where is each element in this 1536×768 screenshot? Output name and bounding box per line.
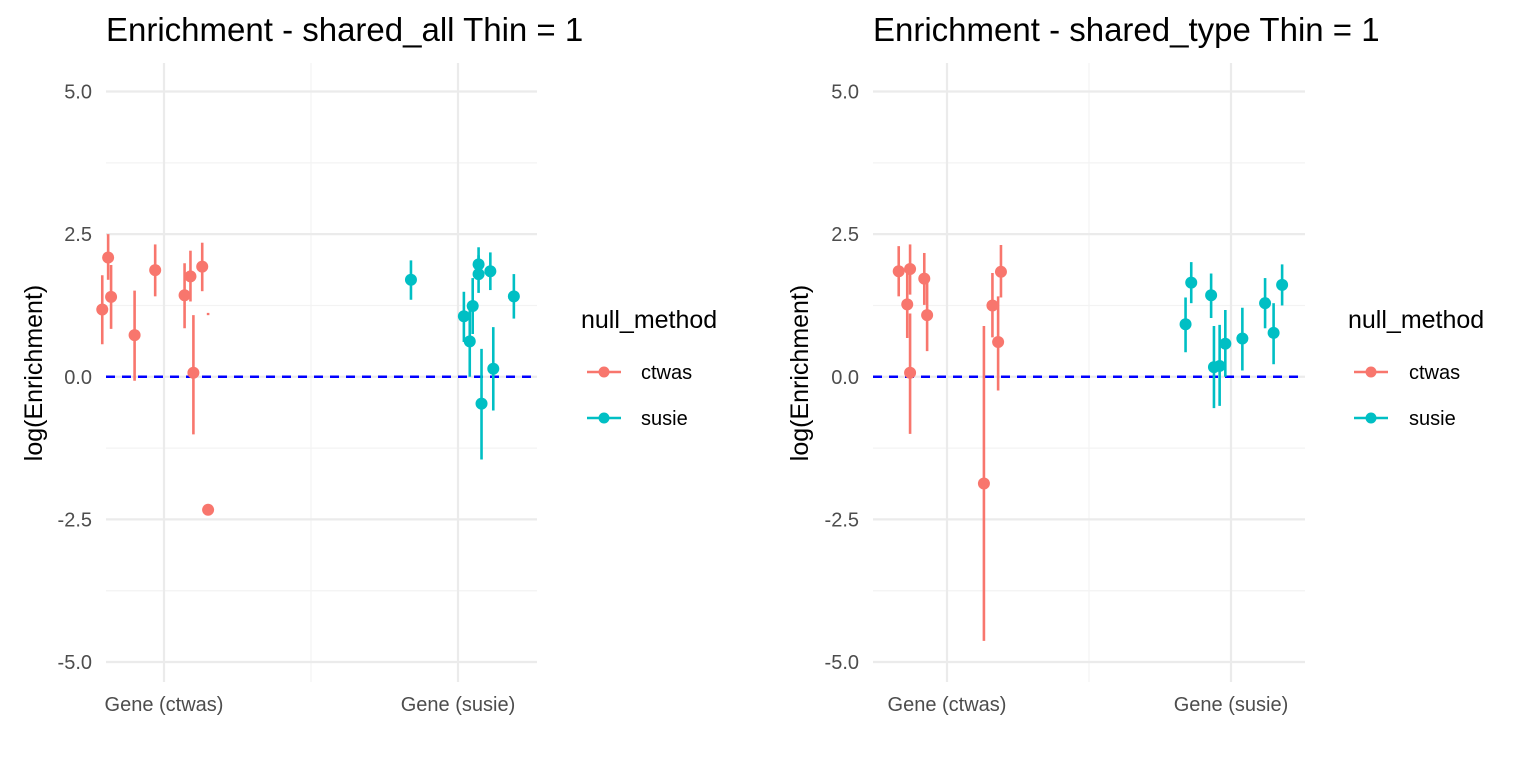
data-point-susie	[466, 300, 479, 313]
x-tick-label: Gene (susie)	[1174, 694, 1289, 716]
y-tick-label: 5.0	[64, 82, 92, 104]
plot-grid	[106, 63, 537, 682]
legend-key-point-susie	[1365, 412, 1377, 424]
data-point-susie	[1236, 332, 1249, 345]
y-tick-label: 2.5	[64, 224, 92, 246]
legend-key-point-ctwas	[598, 366, 610, 378]
data-point-susie	[507, 290, 520, 303]
data-point-ctwas	[904, 262, 917, 275]
data-point-susie	[1179, 318, 1192, 331]
legend-left: null_method ctwas susie	[581, 306, 717, 430]
data-point-ctwas	[149, 264, 162, 277]
y-tick-label: -5.0	[825, 652, 859, 674]
data-point-susie	[1259, 297, 1272, 310]
data-point-ctwas	[184, 270, 197, 283]
legend-item-susie: susie	[587, 408, 688, 430]
y-axis-title: log(Enrichment)	[20, 285, 48, 461]
data-point-ctwas	[918, 272, 931, 285]
legend-title: null_method	[581, 306, 717, 334]
y-tick-label: 5.0	[831, 82, 859, 104]
legend-key-point-ctwas	[1365, 366, 1377, 378]
legend-title: null_method	[1348, 306, 1484, 334]
chart-title: Enrichment - shared_all Thin = 1	[106, 11, 583, 48]
data-point-susie	[463, 335, 476, 348]
x-tick-label: Gene (ctwas)	[888, 694, 1007, 716]
data-point-ctwas	[105, 290, 118, 303]
legend-right: null_method ctwas susie	[1348, 306, 1484, 430]
data-point-ctwas	[994, 265, 1007, 278]
legend-item-susie: susie	[1354, 408, 1456, 430]
x-tick-label: Gene (susie)	[401, 694, 516, 716]
data-point-susie	[475, 397, 488, 410]
y-axis-ticks: -5.0 -2.5 0.0 2.5 5.0	[825, 82, 859, 675]
data-point-ctwas	[901, 298, 914, 311]
data-point-susie	[1219, 337, 1232, 350]
legend-label-susie: susie	[641, 408, 688, 430]
y-tick-label: 2.5	[831, 224, 859, 246]
chart-panel-left: Enrichment - shared_all Thin = 1 -5.0 -2.…	[20, 11, 583, 716]
legend-label-ctwas: ctwas	[641, 362, 692, 384]
data-point-ctwas	[187, 366, 200, 379]
data-marks	[892, 244, 1289, 641]
data-point-susie	[457, 310, 470, 323]
legend-item-ctwas: ctwas	[1354, 362, 1460, 384]
data-point-susie	[1276, 278, 1289, 291]
legend-label-ctwas: ctwas	[1409, 362, 1460, 384]
data-point-susie	[404, 273, 417, 286]
x-tick-label: Gene (ctwas)	[105, 694, 224, 716]
data-point-ctwas	[178, 289, 191, 302]
y-tick-label: -2.5	[825, 509, 859, 531]
data-point-ctwas	[96, 303, 109, 316]
x-axis-ticks: Gene (ctwas) Gene (susie)	[105, 694, 516, 716]
data-point-susie	[1185, 276, 1198, 289]
data-point-ctwas	[102, 251, 115, 264]
data-point-ctwas	[196, 260, 209, 273]
data-point-ctwas	[892, 265, 905, 278]
data-point-susie	[487, 362, 500, 375]
data-point-ctwas	[202, 503, 215, 516]
data-point-susie	[472, 268, 485, 281]
data-point-ctwas	[986, 299, 999, 312]
chart-panel-right: Enrichment - shared_type Thin = 1 -5.0 -2…	[786, 11, 1380, 716]
data-point-ctwas	[904, 366, 917, 379]
data-point-ctwas	[128, 329, 141, 342]
plot-grid	[873, 63, 1305, 682]
y-axis-ticks: -5.0 -2.5 0.0 2.5 5.0	[58, 82, 92, 675]
data-point-ctwas	[992, 335, 1005, 348]
y-tick-label: 0.0	[831, 367, 859, 389]
data-marks	[96, 234, 520, 516]
data-point-susie	[1205, 289, 1218, 302]
data-point-ctwas	[921, 309, 934, 322]
y-tick-label: 0.0	[64, 367, 92, 389]
y-tick-label: -2.5	[58, 509, 92, 531]
y-tick-label: -5.0	[58, 652, 92, 674]
data-point-ctwas	[977, 477, 990, 490]
x-axis-ticks: Gene (ctwas) Gene (susie)	[888, 694, 1289, 716]
data-point-susie	[484, 265, 497, 278]
legend-label-susie: susie	[1409, 408, 1456, 430]
y-axis-title: log(Enrichment)	[786, 285, 814, 461]
chart-title: Enrichment - shared_type Thin = 1	[873, 11, 1380, 48]
legend-item-ctwas: ctwas	[587, 362, 692, 384]
legend-key-point-susie	[598, 412, 610, 424]
data-point-susie	[1267, 326, 1280, 339]
data-point-susie	[1213, 359, 1226, 372]
